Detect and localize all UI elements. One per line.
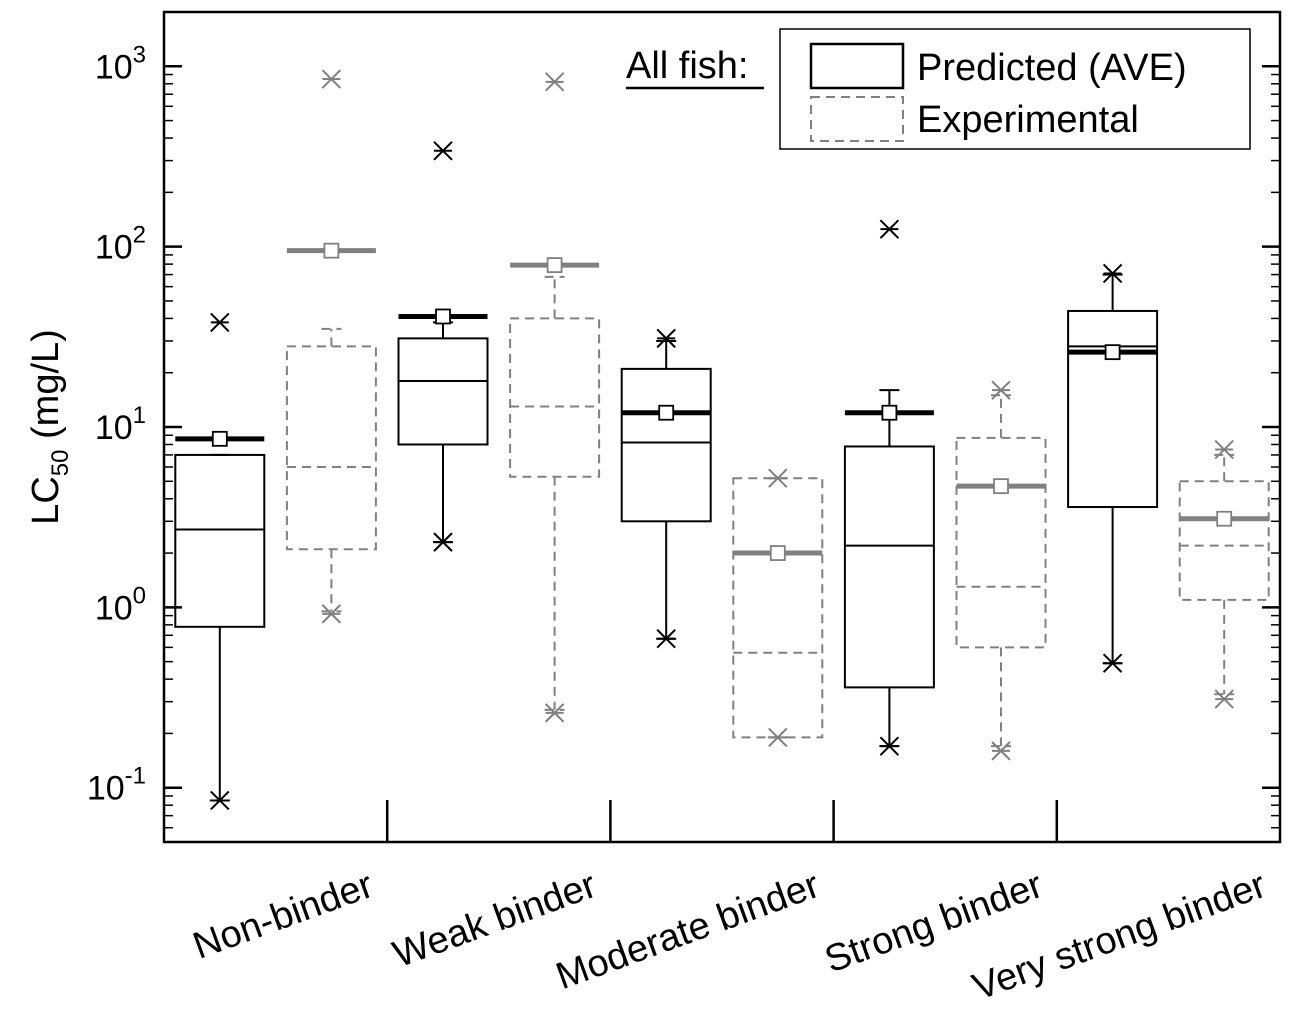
box-group <box>732 468 824 748</box>
box-iqr <box>397 337 489 446</box>
box-iqr <box>1178 480 1270 601</box>
y-tick-label: 101 <box>95 402 146 447</box>
box-group <box>955 380 1047 761</box>
mean-marker <box>1216 510 1233 527</box>
box-iqr <box>509 317 601 478</box>
box-group <box>285 69 377 624</box>
box-iqr <box>620 367 712 523</box>
legend-heading: All fish: <box>626 45 748 87</box>
mean-marker <box>881 404 898 421</box>
y-axis-title-main: LC <box>25 476 67 525</box>
mean-marker <box>323 242 340 259</box>
box-group <box>174 312 266 811</box>
box-group <box>620 328 712 649</box>
box-group <box>509 72 601 723</box>
y-axis-title-unit: (mg/L) <box>25 329 67 449</box>
y-axis-title-subscript: 50 <box>47 450 74 477</box>
svg-text:LC50 (mg/L): LC50 (mg/L) <box>25 329 74 525</box>
box-iqr <box>285 345 377 551</box>
legend-label-predicted: Predicted (AVE) <box>917 47 1187 89</box>
box-iqr <box>174 453 266 628</box>
y-tick-label: 100 <box>95 582 146 627</box>
mean-marker <box>435 308 451 325</box>
box-group <box>843 219 935 756</box>
legend-swatch-predicted <box>809 42 905 90</box>
legend-swatch-experimental <box>810 96 904 142</box>
y-tick-label: 10-1 <box>87 763 146 808</box>
y-tick-label: 103 <box>95 41 146 86</box>
box-group <box>1067 263 1159 673</box>
y-axis-title: LC50 (mg/L) <box>25 329 74 525</box>
box-iqr <box>1067 309 1159 509</box>
legend-label-experimental: Experimental <box>917 99 1139 141</box>
mean-marker <box>546 257 563 274</box>
box-iqr <box>732 477 824 739</box>
x-category-label: Non-binder <box>188 864 379 968</box>
box-iqr <box>843 445 935 689</box>
box-group <box>397 141 489 552</box>
y-tick-label: 102 <box>95 222 146 267</box>
mean-marker <box>211 430 228 447</box>
mean-marker <box>1104 344 1121 361</box>
mean-marker <box>769 545 786 561</box>
legend: All fish: Predicted (AVE) Experimental <box>626 28 1251 150</box>
legend-box <box>779 28 1251 150</box>
mean-marker <box>658 404 675 421</box>
box-group <box>1178 439 1270 709</box>
mean-marker <box>993 478 1009 495</box>
box-iqr <box>955 436 1047 649</box>
chart-marks <box>174 69 1270 811</box>
